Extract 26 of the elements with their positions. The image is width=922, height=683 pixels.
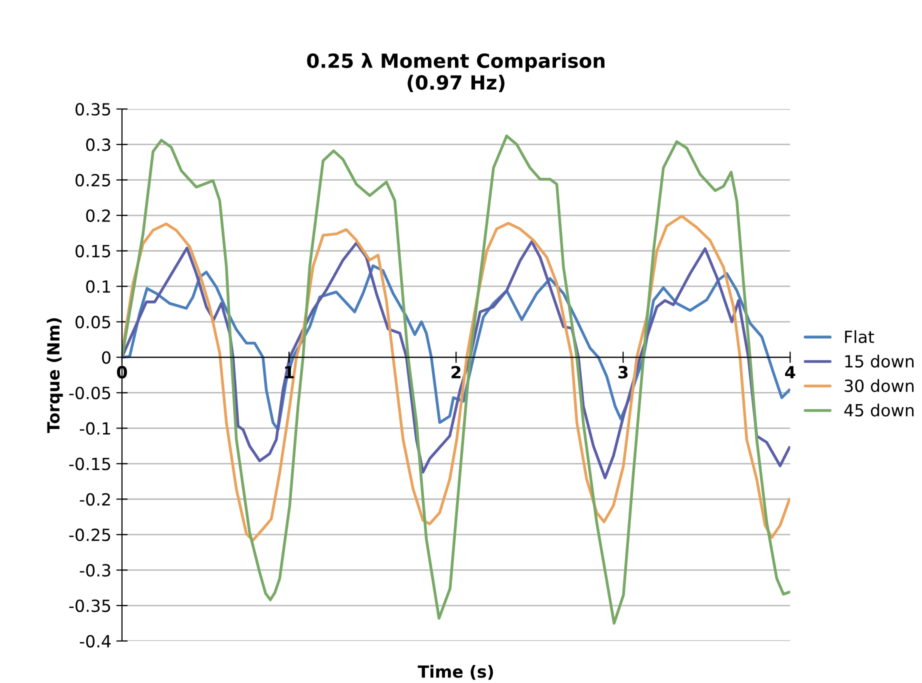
y-tick-label: -0.35 xyxy=(69,599,110,612)
y-tick-label: -0.1 xyxy=(80,422,110,435)
y-tick-label: -0.15 xyxy=(69,458,110,470)
y-tick-label: -0.25 xyxy=(69,528,110,542)
y-tick-label: 0.25 xyxy=(76,174,110,187)
y-axis-title: Torque (Nm) xyxy=(46,318,63,434)
legend-label: Flat xyxy=(845,330,874,344)
y-tick-label: 0.3 xyxy=(86,138,110,152)
y-tick-label: 0.2 xyxy=(86,209,110,222)
x-axis-title: Time (s) xyxy=(418,664,493,680)
y-tick-label: 0 xyxy=(102,351,110,364)
y-tick-label: 0.05 xyxy=(76,316,110,328)
x-tick-label: 3 xyxy=(618,366,628,379)
chart-title: 0.25 λ Moment Comparison (0.97 Hz) xyxy=(307,53,604,92)
y-tick-label: 0.15 xyxy=(76,244,110,258)
x-tick-label: 4 xyxy=(785,366,796,378)
y-tick-label: -0.05 xyxy=(69,386,110,400)
legend-label: 45 down xyxy=(844,404,914,417)
y-tick-label: 0.35 xyxy=(76,102,110,116)
y-tick-label: -0.2 xyxy=(80,493,110,506)
legend-label: 30 down xyxy=(844,379,914,392)
y-tick-label: 0.1 xyxy=(86,280,110,293)
x-tick-label: 2 xyxy=(452,366,460,378)
legend-label: 15 down xyxy=(845,354,914,368)
y-tick-label: -0.3 xyxy=(80,564,110,577)
y-tick-label: -0.4 xyxy=(80,634,111,648)
